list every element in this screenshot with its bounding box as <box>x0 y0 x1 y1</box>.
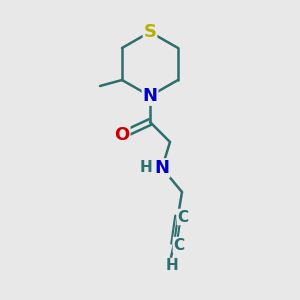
Text: H: H <box>140 160 152 175</box>
Text: O: O <box>114 126 130 144</box>
Text: C: C <box>177 209 189 224</box>
Text: C: C <box>173 238 184 253</box>
Text: N: N <box>142 87 158 105</box>
Text: S: S <box>143 23 157 41</box>
Text: N: N <box>154 159 169 177</box>
Text: H: H <box>166 259 178 274</box>
